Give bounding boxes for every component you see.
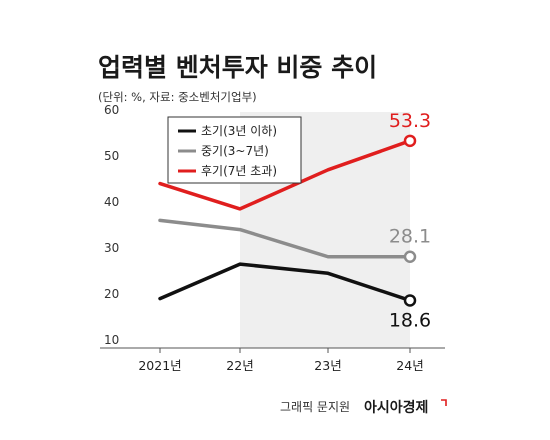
series-line <box>158 139 412 211</box>
chart-subtitle: (단위: %, 자료: 중소벤처기업부) <box>98 90 257 104</box>
x-tick-label: 2021년 <box>138 358 181 373</box>
x-tick-label: 22년 <box>226 358 253 373</box>
series-line <box>158 218 412 259</box>
credit-brand: 아시아경제 <box>364 399 428 416</box>
y-tick-label: 20 <box>104 287 119 301</box>
x-tick-label: 24년 <box>396 358 423 373</box>
series-line <box>158 262 412 303</box>
y-tick-label: 30 <box>104 241 119 255</box>
series-end-point <box>403 250 417 263</box>
series-end-point <box>403 134 417 148</box>
x-axis: 2021년 22년 23년 24년 <box>138 348 424 373</box>
y-tick-label: 50 <box>104 149 119 163</box>
data-label: 28.1 <box>389 226 431 248</box>
y-tick-label: 10 <box>104 333 119 347</box>
data-label: 53.3 <box>389 110 431 132</box>
chart-title: 업력별 벤처투자 비중 추이 <box>98 53 377 82</box>
brand-mark-icon <box>441 399 447 406</box>
x-tick-label: 23년 <box>314 358 341 373</box>
series-layer: 18.6 28.1 53.3 <box>158 110 431 331</box>
legend: 초기(3년 이하) 중기(3~7년) 후기(7년 초과) <box>167 116 302 184</box>
legend-label: 초기(3년 이하) <box>201 124 277 138</box>
y-tick-label: 60 <box>104 103 119 117</box>
legend-label: 후기(7년 초과) <box>201 164 277 178</box>
legend-label: 중기(3~7년) <box>201 144 269 158</box>
y-axis: 10 20 30 40 50 60 <box>104 103 119 347</box>
series-end-point <box>403 294 417 307</box>
y-tick-label: 40 <box>104 195 119 209</box>
credit-author: 그래픽 문지원 <box>280 400 350 414</box>
data-label: 18.6 <box>389 309 431 331</box>
